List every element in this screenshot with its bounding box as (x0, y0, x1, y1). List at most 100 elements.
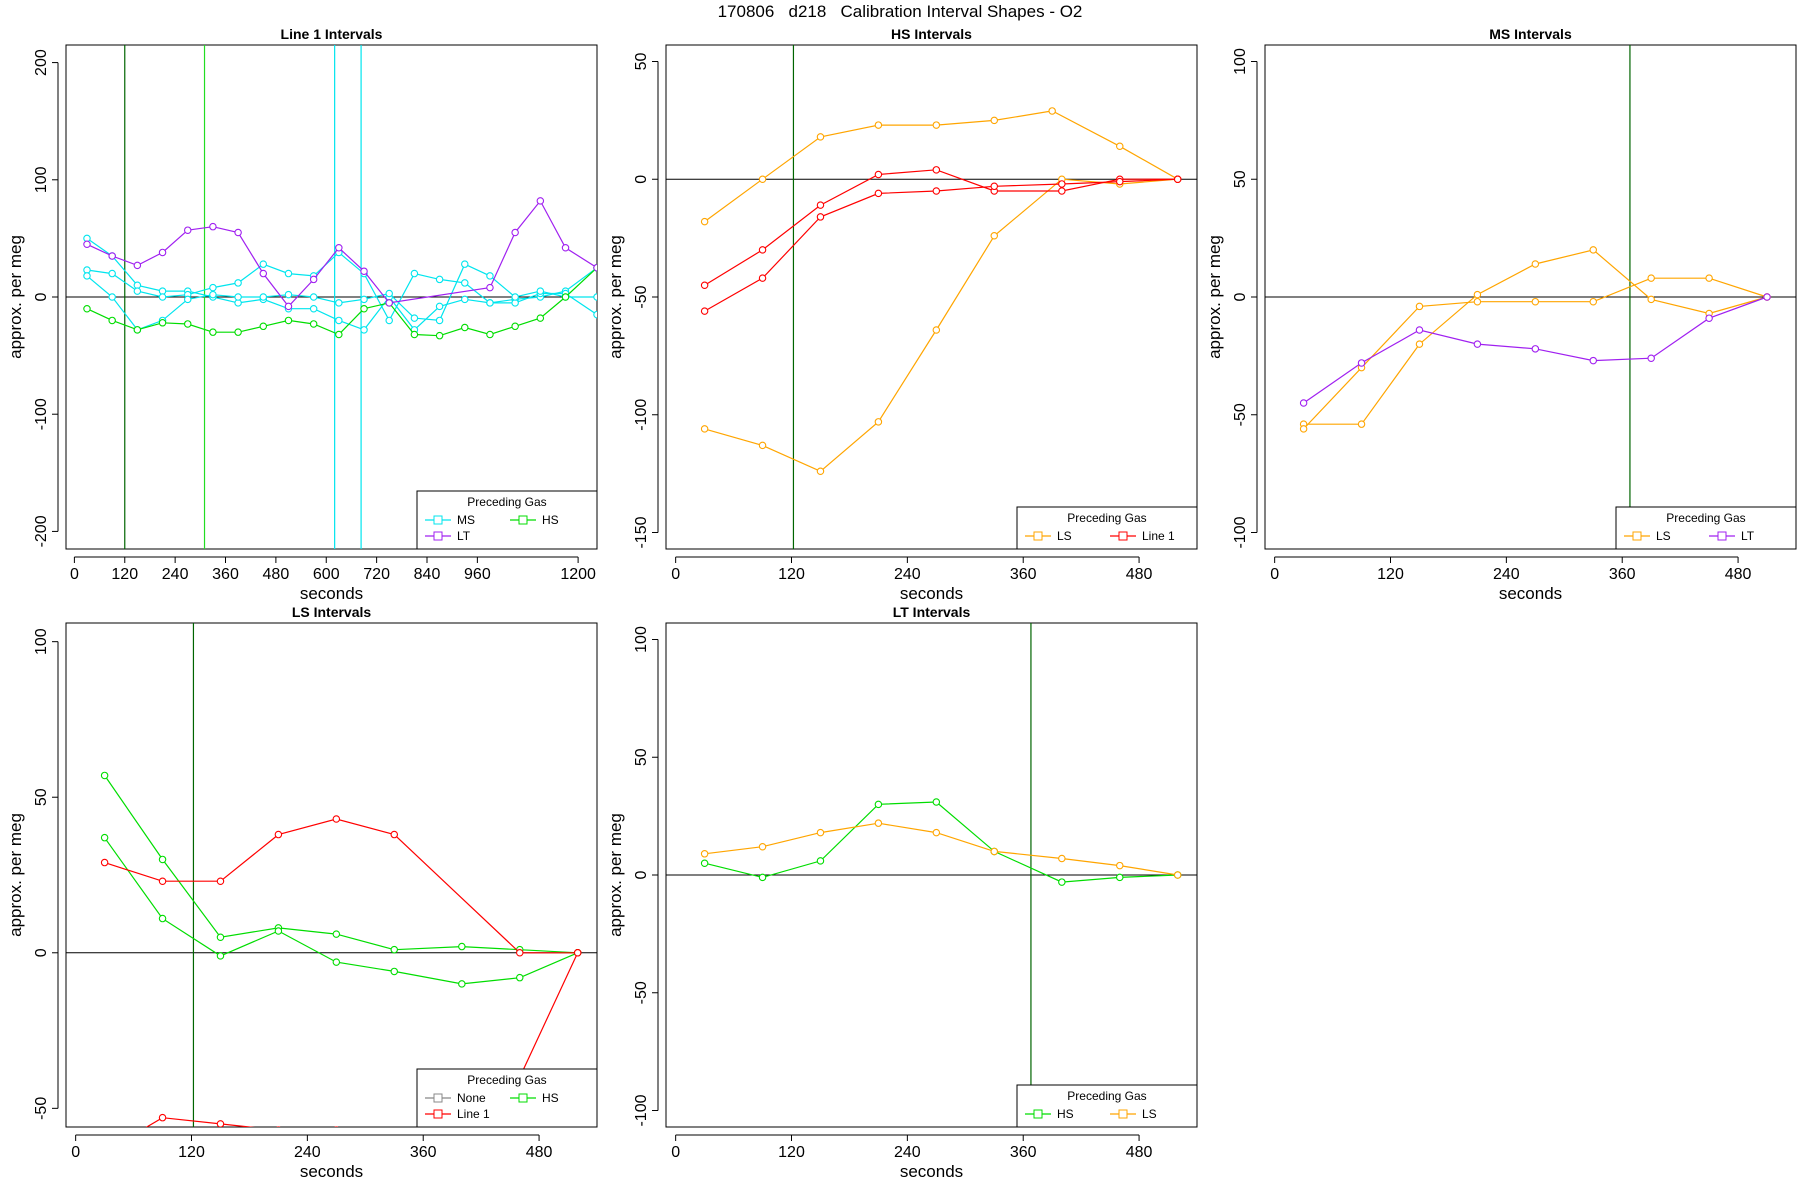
data-point (410, 314, 419, 322)
data-point (561, 244, 570, 252)
data-point (183, 226, 192, 234)
legend-swatch-marker (1033, 1109, 1043, 1119)
legend-title: Preceding Gas (1067, 1089, 1146, 1103)
data-point (133, 326, 142, 334)
y-axis-label: approx. per meg (6, 813, 25, 937)
data-point (874, 170, 883, 179)
data-point (158, 855, 167, 864)
data-point (486, 272, 494, 280)
data-point (561, 293, 570, 301)
data-point (390, 945, 399, 954)
data-point (259, 269, 268, 278)
legend-entry-label: HS (542, 513, 559, 527)
data-point (360, 326, 368, 334)
series-line-1 (86, 251, 597, 322)
data-point (486, 299, 494, 307)
data-point (101, 1149, 107, 1155)
data-point (1531, 297, 1540, 306)
series-line-4 (86, 199, 597, 308)
data-point (284, 269, 293, 278)
y-tick-label: 50 (633, 52, 650, 70)
data-point (990, 847, 999, 856)
data-point (700, 307, 709, 315)
data-point (1357, 359, 1366, 367)
x-tick-label: 240 (894, 566, 921, 583)
data-point (209, 328, 217, 336)
chart-panel-0: Line 1 Intervals 0 120 240 360 480 600 720 840 96… (6, 26, 598, 603)
data-point (874, 800, 883, 809)
data-point (158, 914, 167, 923)
series-line-0 (1303, 249, 1768, 425)
data-point (332, 815, 341, 823)
x-tick-label: 1200 (560, 566, 596, 583)
data-point (1116, 861, 1124, 870)
legend-box (1615, 506, 1797, 550)
legend-swatch-marker (518, 515, 528, 525)
x-tick-label: 480 (1126, 1144, 1153, 1161)
y-axis-label: approx. per meg (606, 813, 625, 937)
data-point (234, 293, 242, 301)
data-point (335, 299, 343, 307)
data-point (758, 246, 767, 254)
data-point (83, 272, 91, 280)
data-point (1589, 297, 1598, 306)
data-point (209, 222, 217, 231)
data-point (1058, 180, 1066, 188)
data-point (335, 330, 343, 339)
legend-entry-label: MS (457, 513, 475, 527)
legend-swatch-marker (433, 531, 443, 541)
data-point (158, 293, 167, 301)
data-point (332, 930, 341, 938)
data-point (990, 232, 999, 240)
x-tick-label: 960 (464, 566, 491, 583)
legend-box (1016, 1084, 1198, 1128)
data-point (816, 467, 825, 476)
y-tick-label: 0 (33, 948, 50, 957)
y-tick-label: -50 (33, 1097, 50, 1120)
y-tick-label: -200 (33, 515, 50, 547)
data-point (385, 299, 393, 307)
data-point (932, 326, 941, 334)
x-tick-label: 0 (671, 1144, 680, 1161)
data-point (932, 798, 941, 806)
data-point (335, 244, 343, 252)
x-tick-label: 0 (70, 566, 79, 583)
data-point (216, 952, 225, 960)
data-point (458, 942, 466, 951)
data-point (486, 330, 494, 339)
x-tick-label: 0 (71, 1144, 80, 1161)
chart-panel-1: HS Intervals 0 120 240 360 480 seconds -150 -100… (606, 26, 1198, 603)
y-tick-label: 100 (633, 626, 650, 653)
data-point (259, 322, 268, 331)
data-point (158, 248, 167, 257)
data-point (216, 877, 225, 885)
data-point (758, 175, 767, 183)
data-point (516, 949, 524, 957)
panel-title: LS Intervals (292, 604, 372, 620)
x-tick-label: 480 (263, 566, 290, 583)
data-point (234, 279, 242, 287)
data-point (816, 213, 825, 221)
x-tick-label: 360 (410, 1144, 437, 1161)
data-point (390, 967, 399, 976)
x-axis-label: seconds (300, 584, 363, 603)
series-line-2 (104, 818, 578, 954)
chart-panel-4: LT Intervals 0 120 240 360 480 seconds -100 -50 0… (606, 604, 1198, 1181)
panel-title: MS Intervals (1489, 26, 1572, 42)
legend-entry-label: LS (1142, 1107, 1157, 1121)
legend-entry-label: Line 1 (1142, 529, 1175, 543)
y-tick-label: -100 (1232, 516, 1249, 548)
series-line-0 (104, 775, 578, 954)
x-tick-label: 240 (1493, 566, 1520, 583)
legend-entry-label: HS (542, 1091, 559, 1105)
plot-area (666, 45, 1197, 549)
data-point (458, 980, 466, 988)
data-point (1705, 274, 1713, 282)
series-line-0 (704, 801, 1178, 883)
y-tick-label: 100 (33, 166, 50, 193)
data-point (234, 228, 242, 237)
series-line-2 (704, 169, 1178, 286)
data-point (700, 217, 709, 226)
data-point (100, 771, 109, 780)
